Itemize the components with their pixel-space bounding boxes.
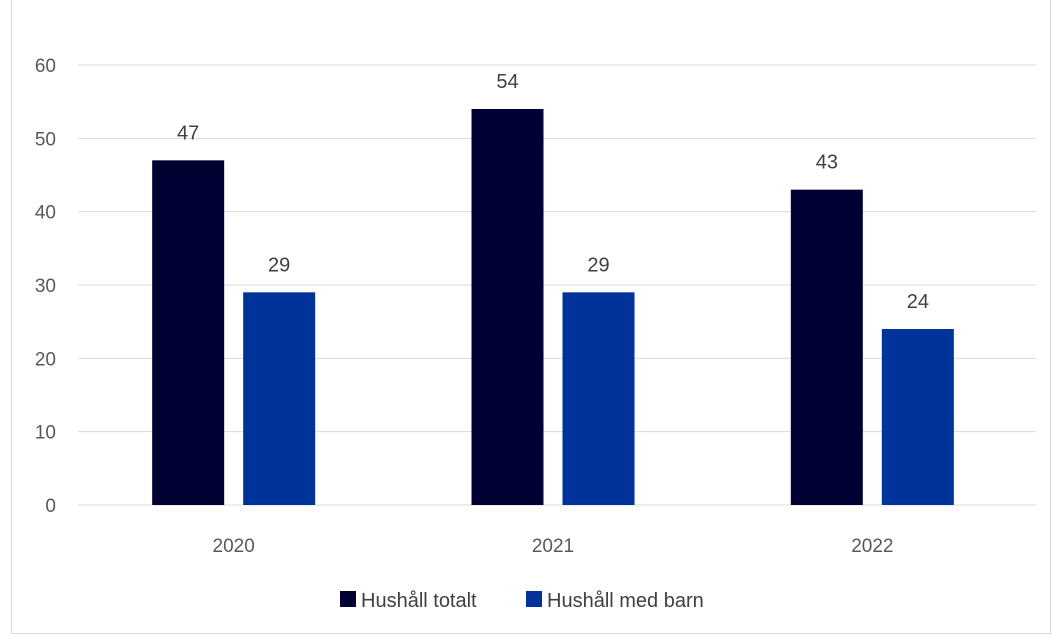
- bar-2022-series-1: [881, 329, 954, 505]
- bar-2021-series-1: [562, 292, 635, 505]
- y-tick-label-30: 30: [35, 276, 56, 297]
- y-axis-ticks: 0 10 20 30 40 50 60: [35, 56, 56, 517]
- bar-2020-series-0: [152, 160, 225, 506]
- data-label-2021-series-1: 29: [587, 254, 609, 276]
- x-tick-label-2022: 2022: [851, 536, 893, 557]
- y-tick-label-20: 20: [35, 349, 56, 370]
- x-tick-label-2020: 2020: [213, 536, 255, 557]
- legend-label-series-1: Hushåll med barn: [547, 590, 704, 612]
- legend-swatch-series-1: [526, 591, 542, 607]
- legend-label-series-0: Hushåll totalt: [361, 590, 477, 612]
- data-label-2020-series-1: 29: [268, 254, 290, 276]
- gridlines: [78, 64, 1036, 506]
- y-tick-label-0: 0: [45, 496, 56, 517]
- data-label-2022-series-1: 24: [907, 291, 929, 313]
- y-tick-label-60: 60: [35, 56, 56, 77]
- data-label-2021-series-0: 54: [496, 71, 518, 93]
- data-label-2020-series-0: 47: [177, 122, 199, 144]
- y-tick-label-40: 40: [35, 203, 56, 224]
- bar-2021-series-0: [471, 109, 544, 505]
- y-tick-label-50: 50: [35, 129, 56, 150]
- bars: [152, 109, 954, 506]
- bar-2022-series-0: [790, 189, 863, 505]
- y-tick-label-10: 10: [35, 423, 56, 444]
- data-label-2022-series-0: 43: [816, 152, 838, 174]
- x-tick-label-2021: 2021: [532, 536, 574, 557]
- data-labels: 47 29 54 29 43 24: [177, 71, 929, 313]
- bar-2020-series-1: [243, 292, 316, 505]
- legend: Hushåll totalt Hushåll med barn: [340, 590, 704, 612]
- legend-swatch-series-0: [340, 591, 356, 607]
- x-axis-ticks: 2020 2021 2022: [213, 536, 894, 557]
